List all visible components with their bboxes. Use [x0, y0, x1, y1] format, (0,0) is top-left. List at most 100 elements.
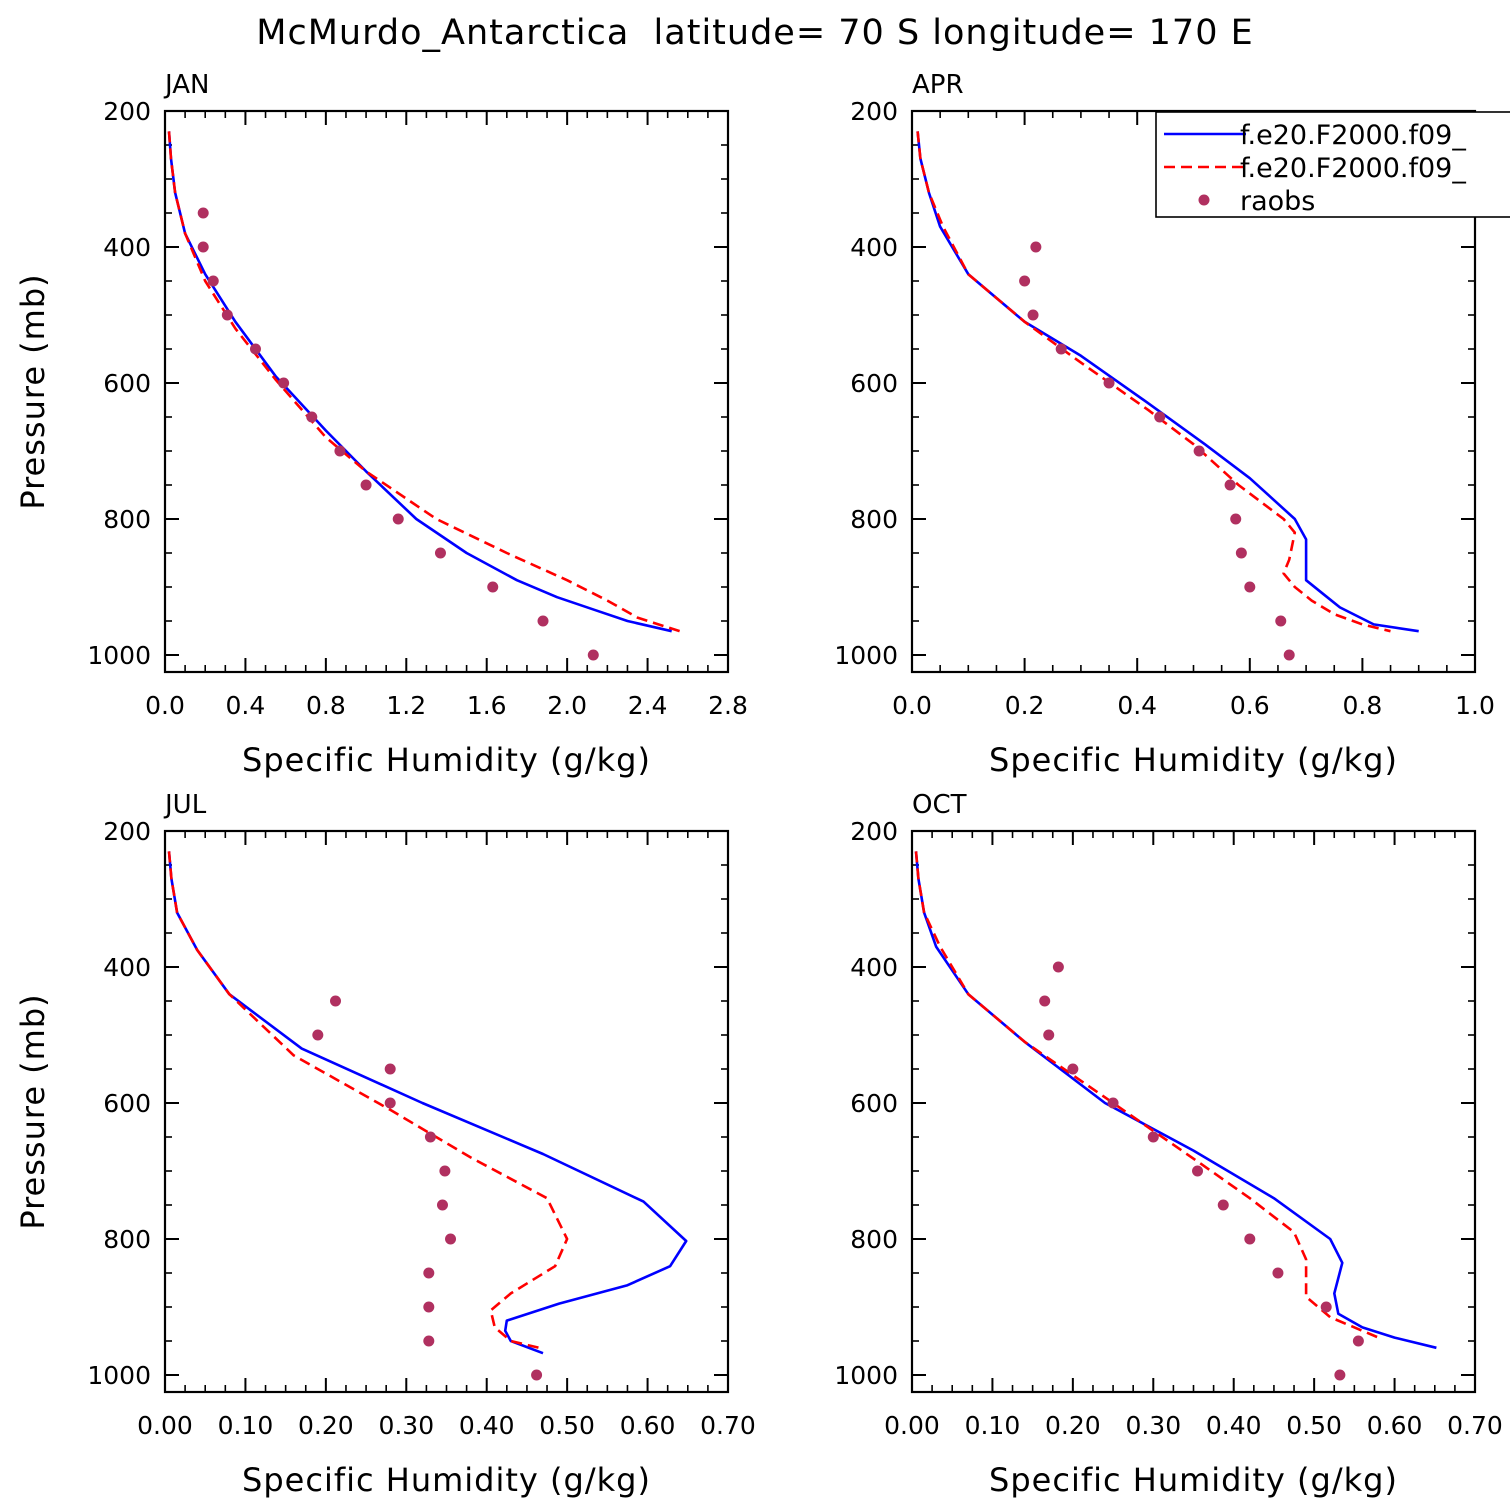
y-axis-label: Pressure (mb): [14, 993, 52, 1229]
series-line-dashed: [916, 131, 1391, 633]
raobs-point: [1027, 309, 1039, 321]
y-axis-label: Pressure (mb): [14, 273, 52, 509]
series-dashed: [167, 851, 569, 1350]
raobs-point: [392, 513, 404, 525]
chart-panel-oct: OCT 0.00 0.10 0.20 0.30 0.40 0.50 0.60 0.70 200 40…: [834, 790, 1502, 1499]
x-tick-label: 0.8: [306, 691, 346, 720]
raobs-point: [1217, 1199, 1229, 1211]
raobs-point: [360, 479, 372, 491]
y-ticks: 200 400 600 800 1000: [834, 97, 1475, 670]
series-line-dashed: [167, 131, 681, 633]
y-tick-label: 400: [850, 953, 898, 982]
y-tick-label: 400: [103, 233, 151, 262]
y-tick-label: 600: [850, 1089, 898, 1118]
panel-label: JAN: [163, 70, 209, 100]
y-tick-label: 200: [103, 817, 151, 846]
panels: JAN 0.0 0.4 0.8 1.2 1.6 2.0 2.4 2.8 200 400 600 800 1…: [14, 70, 1503, 1499]
raobs-point: [423, 1335, 435, 1347]
raobs-point: [1147, 1131, 1159, 1143]
y-tick-label: 800: [850, 1225, 898, 1254]
y-tick-label: 200: [850, 817, 898, 846]
x-tick-label: 1.2: [386, 691, 426, 720]
raobs-point: [249, 343, 261, 355]
x-tick-label: 0.60: [1367, 1411, 1423, 1440]
chart-panel-jul: JUL 0.00 0.10 0.20 0.30 0.40 0.50 0.60 0.70 200 40…: [14, 790, 756, 1499]
series-marker: [1039, 961, 1364, 1381]
raobs-point: [423, 1267, 435, 1279]
y-tick-label: 1000: [87, 641, 151, 670]
raobs-point: [334, 445, 346, 457]
x-tick-label: 0.40: [459, 1411, 515, 1440]
series-line-dashed: [167, 851, 569, 1350]
plot-frame: [163, 829, 730, 1394]
series-dashed: [914, 851, 1380, 1339]
x-tick-label: 0.6: [1230, 691, 1270, 720]
series-line-solid: [914, 851, 1437, 1350]
y-tick-label: 600: [850, 369, 898, 398]
x-axis-label: Specific Humidity (g/kg): [242, 1461, 651, 1499]
raobs-point: [1352, 1335, 1364, 1347]
x-tick-label: 0.20: [1045, 1411, 1101, 1440]
series-solid: [916, 131, 1419, 633]
series-solid: [914, 851, 1437, 1350]
raobs-point: [197, 207, 209, 219]
y-tick-label: 1000: [834, 1361, 898, 1390]
x-tick-label: 0.00: [884, 1411, 940, 1440]
raobs-point: [1103, 377, 1115, 389]
raobs-point: [1224, 479, 1236, 491]
x-ticks: 0.00 0.10 0.20 0.30 0.40 0.50 0.60 0.70: [137, 831, 756, 1440]
y-ticks: 200 400 600 800 1000: [834, 817, 1475, 1390]
figure-title: McMurdo_Antarctica latitude= 70 S longit…: [256, 13, 1253, 53]
x-tick-label: 0.8: [1343, 691, 1383, 720]
x-tick-label: 2.4: [628, 691, 668, 720]
raobs-point: [1334, 1369, 1346, 1381]
series-marker: [312, 995, 543, 1381]
x-tick-label: 0.70: [700, 1411, 756, 1440]
x-tick-label: 0.30: [378, 1411, 434, 1440]
raobs-point: [1193, 445, 1205, 457]
x-tick-label: 2.0: [547, 691, 587, 720]
x-tick-label: 0.50: [539, 1411, 595, 1440]
legend: f.e20.F2000.f09_f.e20.F2000.f09_raobs: [1155, 111, 1510, 218]
x-axis-label: Specific Humidity (g/kg): [989, 1461, 1398, 1499]
x-ticks: 0.00 0.10 0.20 0.30 0.40 0.50 0.60 0.70: [884, 831, 1503, 1440]
x-tick-label: 0.2: [1005, 691, 1045, 720]
series-line-solid: [167, 131, 672, 633]
x-tick-label: 0.0: [892, 691, 932, 720]
y-tick-label: 1000: [834, 641, 898, 670]
raobs-point: [1067, 1063, 1079, 1075]
raobs-point: [207, 275, 219, 287]
y-tick-label: 200: [103, 97, 151, 126]
x-ticks: 0.0 0.4 0.8 1.2 1.6 2.0 2.4 2.8: [145, 111, 748, 720]
chart-panel-jan: JAN 0.0 0.4 0.8 1.2 1.6 2.0 2.4 2.8 200 400 600 800 1…: [14, 70, 748, 779]
raobs-point: [1283, 649, 1295, 661]
raobs-point: [487, 581, 499, 593]
y-tick-label: 800: [103, 1225, 151, 1254]
x-axis-label: Specific Humidity (g/kg): [242, 741, 651, 779]
x-tick-label: 1.6: [467, 691, 507, 720]
raobs-point: [587, 649, 599, 661]
raobs-point: [1244, 1233, 1256, 1245]
y-tick-label: 400: [850, 233, 898, 262]
raobs-point: [436, 1199, 448, 1211]
raobs-point: [278, 377, 290, 389]
raobs-point: [445, 1233, 457, 1245]
panel-label: OCT: [912, 790, 967, 820]
x-tick-label: 0.40: [1206, 1411, 1262, 1440]
raobs-point: [1230, 513, 1242, 525]
plot-frame: [163, 109, 730, 674]
x-tick-label: 0.00: [137, 1411, 193, 1440]
y-ticks: 200 400 600 800 1000: [87, 97, 728, 670]
x-tick-label: 0.10: [965, 1411, 1021, 1440]
raobs-point: [531, 1369, 543, 1381]
x-tick-label: 0.30: [1125, 1411, 1181, 1440]
legend-label: raobs: [1240, 186, 1315, 217]
raobs-point: [1244, 581, 1256, 593]
x-axis-label: Specific Humidity (g/kg): [989, 741, 1398, 779]
x-tick-label: 0.0: [145, 691, 185, 720]
panel-label: JUL: [163, 790, 207, 820]
x-tick-label: 0.50: [1286, 1411, 1342, 1440]
raobs-point: [384, 1063, 396, 1075]
y-ticks: 200 400 600 800 1000: [87, 817, 728, 1390]
x-tick-label: 0.10: [218, 1411, 274, 1440]
